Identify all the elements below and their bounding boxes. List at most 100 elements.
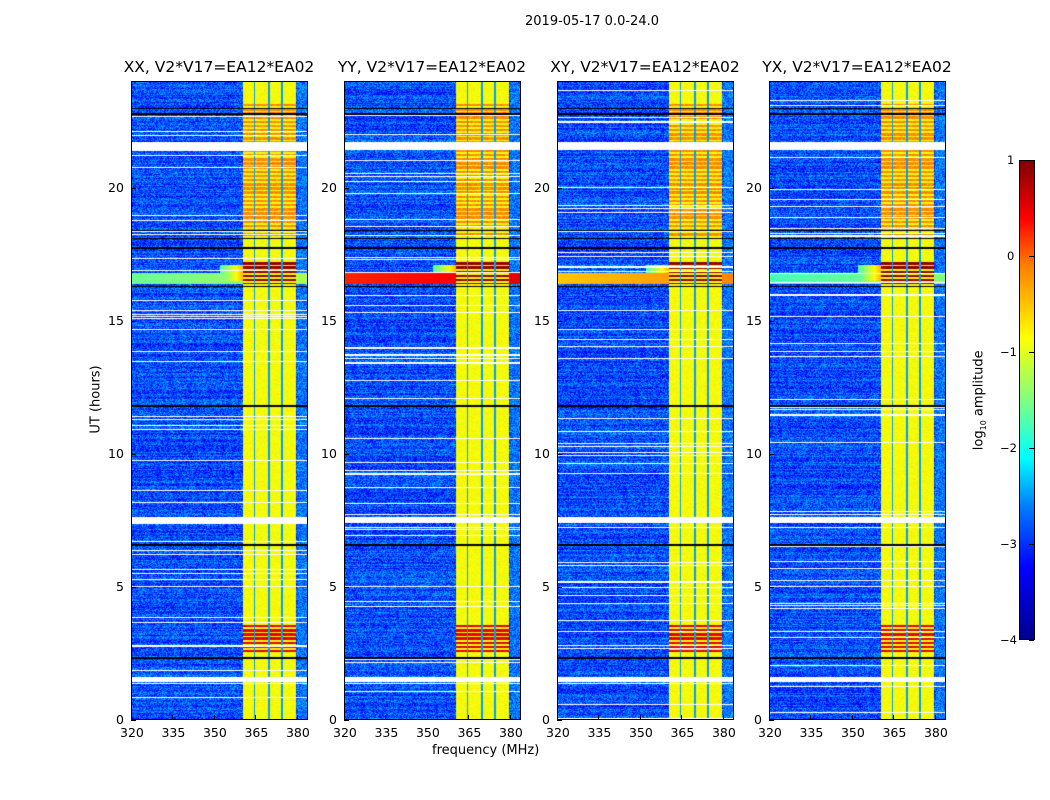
x-tick-mark: [557, 715, 558, 720]
x-tick-label: 350: [840, 725, 865, 740]
x-tick-mark: [639, 715, 641, 720]
spectrogram-panel: [557, 81, 734, 720]
x-tick-label: 320: [120, 725, 144, 740]
x-tick-mark: [426, 715, 428, 720]
y-tick-label: 20: [321, 179, 337, 195]
x-tick-label: 350: [628, 725, 653, 740]
y-tick-mark: [769, 586, 774, 588]
y-tick-mark: [344, 187, 349, 189]
panel-title: XY, V2*V17=EA12*EA02: [550, 58, 740, 76]
y-tick-label: 20: [534, 179, 550, 195]
x-tick-mark: [598, 715, 600, 720]
colorbar-tick-mark: [1029, 256, 1034, 257]
x-tick-label: 380: [498, 725, 523, 740]
colorbar-tick-label: −4: [1000, 633, 1017, 647]
x-tick-label: 320: [758, 725, 782, 740]
x-axis-label: frequency (MHz): [432, 743, 540, 758]
y-tick-label: 5: [116, 578, 124, 594]
colorbar-tick-mark: [1029, 352, 1034, 353]
x-tick-mark: [509, 715, 511, 720]
colorbar-tick-label: 1: [1007, 153, 1015, 167]
colorbar-tick-mark: [1029, 544, 1034, 545]
x-tick-mark: [385, 715, 387, 720]
x-tick-label: 320: [546, 725, 570, 740]
y-tick-mark: [344, 720, 349, 721]
x-tick-label: 380: [285, 725, 310, 740]
x-tick-label: 365: [670, 725, 695, 740]
x-tick-label: 335: [374, 725, 399, 740]
heatmap-image: [345, 82, 520, 719]
x-tick-label: 380: [923, 725, 948, 740]
y-tick-mark: [131, 720, 136, 721]
y-tick-label: 20: [108, 179, 124, 195]
colorbar-tick-mark: [1029, 640, 1034, 641]
y-tick-mark: [131, 453, 136, 455]
x-tick-label: 350: [202, 725, 227, 740]
y-tick-mark: [131, 187, 136, 189]
y-tick-mark: [557, 586, 562, 588]
x-tick-mark: [344, 715, 345, 720]
y-tick-mark: [557, 187, 562, 189]
y-tick-mark: [131, 586, 136, 588]
colorbar-label-log: log: [971, 430, 987, 451]
x-tick-mark: [296, 715, 298, 720]
x-tick-mark: [851, 715, 853, 720]
y-tick-mark: [769, 453, 774, 455]
colorbar-label-rest: amplitude: [971, 350, 987, 421]
colorbar-tick-label: −1: [1000, 345, 1017, 359]
figure-title: 2019-05-17 0.0-24.0: [525, 14, 659, 29]
y-tick-mark: [344, 320, 349, 322]
y-tick-label: 0: [329, 712, 337, 727]
colorbar-label: log10 amplitude: [972, 350, 989, 450]
colorbar: [1019, 160, 1035, 640]
x-tick-mark: [131, 715, 132, 720]
heatmap-image: [132, 82, 307, 719]
x-tick-label: 335: [799, 725, 824, 740]
y-tick-mark: [557, 720, 562, 721]
y-tick-mark: [344, 453, 349, 455]
spectrogram-panel: [344, 81, 521, 720]
x-tick-label: 365: [244, 725, 269, 740]
y-tick-label: 20: [746, 179, 762, 195]
x-tick-label: 335: [161, 725, 186, 740]
y-axis-label: UT (hours): [88, 365, 104, 434]
y-tick-label: 10: [746, 445, 762, 461]
x-tick-mark: [893, 715, 895, 720]
x-tick-label: 350: [415, 725, 440, 740]
spectrogram-panel: [131, 81, 308, 720]
x-tick-mark: [810, 715, 812, 720]
x-tick-label: 365: [882, 725, 907, 740]
x-tick-mark: [255, 715, 257, 720]
y-tick-label: 10: [108, 445, 124, 461]
panel-title: XX, V2*V17=EA12*EA02: [123, 58, 315, 76]
y-tick-mark: [557, 320, 562, 322]
x-tick-mark: [769, 715, 770, 720]
y-tick-mark: [344, 586, 349, 588]
y-tick-label: 15: [746, 312, 762, 328]
y-tick-label: 5: [754, 578, 762, 594]
x-tick-mark: [172, 715, 174, 720]
y-tick-mark: [557, 453, 562, 455]
x-tick-mark: [934, 715, 936, 720]
y-tick-label: 5: [329, 578, 337, 594]
x-tick-label: 335: [587, 725, 612, 740]
y-tick-mark: [769, 187, 774, 189]
colorbar-tick-mark: [1029, 448, 1034, 449]
heatmap-image: [770, 82, 945, 719]
panel-title: YX, V2*V17=EA12*EA02: [762, 58, 952, 76]
colorbar-label-sub: 10: [979, 420, 989, 431]
y-tick-label: 0: [542, 712, 550, 727]
y-tick-mark: [769, 320, 774, 322]
y-tick-label: 10: [534, 445, 550, 461]
colorbar-tick-mark: [1029, 160, 1034, 161]
y-tick-mark: [769, 720, 774, 721]
y-tick-label: 5: [542, 578, 550, 594]
x-tick-mark: [213, 715, 215, 720]
y-tick-label: 15: [321, 312, 337, 328]
y-tick-label: 15: [534, 312, 550, 328]
y-tick-label: 10: [321, 445, 337, 461]
x-tick-mark: [681, 715, 683, 720]
colorbar-tick-label: −2: [1000, 441, 1017, 455]
x-tick-mark: [468, 715, 470, 720]
y-tick-label: 15: [108, 312, 124, 328]
